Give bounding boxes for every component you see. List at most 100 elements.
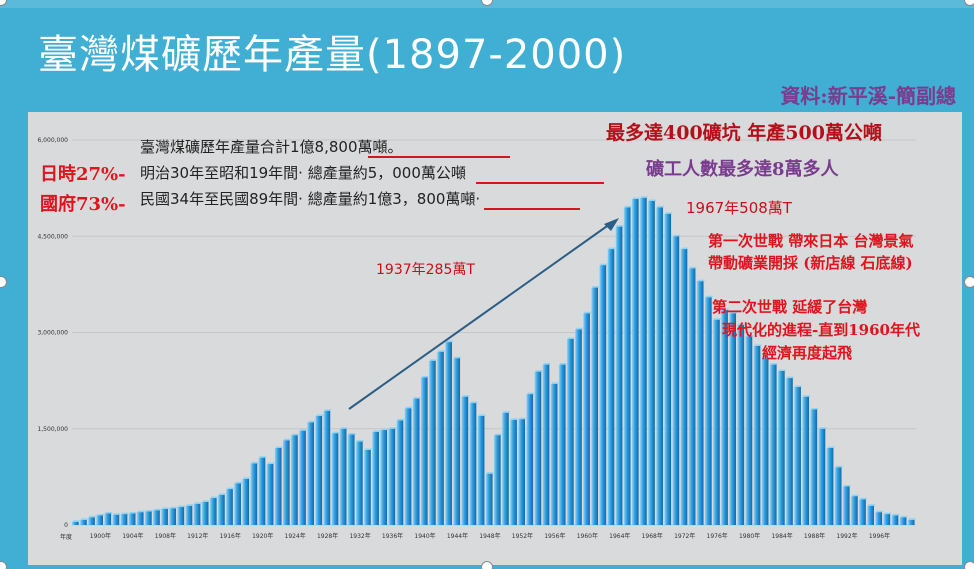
bar-1981 xyxy=(753,345,761,525)
bar-1948 xyxy=(485,473,493,525)
source-credit: 資料:新平溪-簡副總 xyxy=(780,84,956,108)
bar-cap-1942 xyxy=(438,350,445,352)
bar-cap-1937 xyxy=(397,418,405,421)
bar-1995 xyxy=(867,505,874,525)
bar-cap-1945 xyxy=(462,395,470,397)
bar-1918 xyxy=(242,478,250,525)
y-tick-label: 1,500,000 xyxy=(37,426,68,433)
bar-1973 xyxy=(688,268,696,525)
max-mines-annotation: 最多達400礦坑 年產500萬公噸 xyxy=(606,122,882,144)
bar-1988 xyxy=(810,409,818,525)
bar-1923 xyxy=(283,440,290,525)
bar-1929 xyxy=(331,433,339,525)
x-tick-label: 1992年 xyxy=(836,532,857,540)
bar-cap-1962 xyxy=(600,263,608,266)
x-tick-label: 1916年 xyxy=(220,532,241,540)
selection-handle-bottom-right[interactable] xyxy=(964,561,974,569)
bar-cap-1995 xyxy=(868,504,875,506)
x-tick-label: 1900年 xyxy=(90,532,111,540)
bar-1932 xyxy=(356,441,363,525)
bar-cap-1920 xyxy=(259,456,267,458)
selection-handle-bottom-left[interactable] xyxy=(0,561,7,569)
bar-1974 xyxy=(696,281,704,525)
bar-1920 xyxy=(258,457,266,526)
note-japan-era: 明治30年至昭和19年間· 總產量約5，000萬公噸 xyxy=(140,164,466,182)
bar-cap-1973 xyxy=(689,266,697,269)
bar-cap-1899 xyxy=(89,515,96,518)
bar-cap-1993 xyxy=(852,494,859,497)
bar-cap-1988 xyxy=(811,408,819,410)
bar-cap-1898 xyxy=(81,518,88,520)
x-tick-label: 1932年 xyxy=(349,532,370,540)
selection-handle-mid-left[interactable] xyxy=(0,276,7,288)
bar-1963 xyxy=(607,249,615,525)
ww2-annotation-line2: 現代化的進程-直到1960年代 xyxy=(722,321,920,339)
bar-1953 xyxy=(526,394,534,525)
bar-1936 xyxy=(388,428,396,525)
bar-cap-1914 xyxy=(210,496,218,499)
y-tick-label: 6,000,000 xyxy=(37,137,68,144)
bar-1955 xyxy=(542,364,550,525)
bar-cap-1974 xyxy=(697,279,705,282)
bar-1926 xyxy=(307,422,314,525)
bar-cap-1975 xyxy=(706,295,713,298)
bar-cap-1959 xyxy=(576,327,583,330)
x-tick-label: 1952年 xyxy=(512,532,533,540)
bar-cap-1918 xyxy=(243,477,251,479)
x-tick-label: 1904年 xyxy=(122,532,143,540)
bar-1970 xyxy=(664,213,672,525)
bar-cap-1903 xyxy=(121,512,129,515)
bar-cap-1923 xyxy=(284,438,291,441)
bar-1925 xyxy=(299,430,306,525)
bar-1982 xyxy=(761,358,769,525)
bar-1971 xyxy=(672,236,680,525)
bar-cap-1931 xyxy=(348,433,356,435)
bar-cap-1936 xyxy=(389,427,397,429)
underline-roc-era xyxy=(484,208,580,210)
max-workers-annotation: 礦工人數最多達8萬多人 xyxy=(646,159,839,180)
bar-1989 xyxy=(818,428,826,525)
bar-1952 xyxy=(518,419,525,526)
bar-cap-1952 xyxy=(519,417,526,420)
roc-share-label: 國府73%- xyxy=(40,194,126,215)
bar-series xyxy=(72,196,916,526)
bar-1924 xyxy=(291,435,298,525)
bar-cap-1911 xyxy=(186,504,194,506)
bar-cap-1915 xyxy=(219,493,226,495)
japan-share-label: 日時27%- xyxy=(40,164,126,185)
selection-handle-mid-right[interactable] xyxy=(964,276,974,288)
bar-1912 xyxy=(193,503,201,525)
x-tick-label: 1964年 xyxy=(609,532,630,540)
bar-cap-1956 xyxy=(551,382,559,384)
selection-handle-bottom-center[interactable] xyxy=(481,561,493,569)
bar-cap-1969 xyxy=(657,205,664,208)
y-tick-labels: 0 1,500,000 3,000,000 4,500,000 6,000,000 xyxy=(37,137,68,529)
bar-1968 xyxy=(648,200,655,525)
bar-1998 xyxy=(891,515,899,526)
note-total: 臺灣煤礦歷年產量合計1億8,800萬噸。 xyxy=(140,138,403,156)
bar-1983 xyxy=(769,364,777,525)
bar-cap-1994 xyxy=(860,497,867,500)
bar-cap-1989 xyxy=(819,427,827,429)
bar-cap-1926 xyxy=(308,420,315,423)
bar-1945 xyxy=(461,396,469,525)
bar-1979 xyxy=(737,324,745,525)
bar-1965 xyxy=(623,207,631,526)
bar-1915 xyxy=(218,494,225,525)
note-roc-era: 民國34年至民國89年間· 總產量約1億3，800萬噸· xyxy=(140,190,481,208)
selection-handle-top-right[interactable] xyxy=(964,0,974,6)
bar-1966 xyxy=(631,199,639,525)
bar-cap-1981 xyxy=(754,344,762,346)
ww2-annotation-line3: 經濟再度起飛 xyxy=(762,344,853,362)
coal-production-chart: 0 1,500,000 3,000,000 4,500,000 6,000,000 19… xyxy=(37,137,916,541)
bar-cap-2000 xyxy=(908,518,916,520)
bar-cap-1934 xyxy=(373,430,380,432)
bar-cap-1953 xyxy=(527,392,535,395)
bar-1958 xyxy=(567,338,574,525)
x-tick-label: 1908年 xyxy=(155,532,176,540)
x-tick-label: 1940年 xyxy=(414,532,435,540)
bar-cap-1979 xyxy=(738,323,746,325)
x-tick-label: 1936年 xyxy=(382,532,403,540)
bar-cap-1909 xyxy=(170,506,178,509)
